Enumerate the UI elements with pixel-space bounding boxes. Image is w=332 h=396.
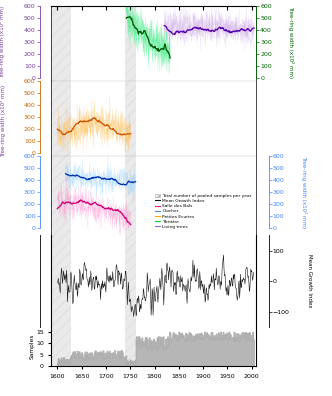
Bar (125, 327, 136, 366)
Legend: Total number of pooled samples per year, Mean Growth Index, Salle des Bals, Cloc: Total number of pooled samples per year,… (153, 192, 253, 231)
Y-axis label: Tree-ring width (x10² mm): Tree-ring width (x10² mm) (0, 6, 5, 78)
Y-axis label: Tree-ring width (x10² mm): Tree-ring width (x10² mm) (301, 156, 307, 228)
Bar (51, 327, 71, 366)
Bar (51, 235, 71, 327)
Y-axis label: Mean Growth Index: Mean Growth Index (306, 254, 311, 308)
Y-axis label: Tree-ring width (x10² mm): Tree-ring width (x10² mm) (288, 6, 294, 78)
Bar (125, 235, 136, 327)
Bar (125, 6, 136, 235)
Bar (51, 6, 71, 235)
Y-axis label: Samples: Samples (30, 334, 35, 359)
Text: Tree-ring width (x10² mm): Tree-ring width (x10² mm) (0, 84, 6, 157)
